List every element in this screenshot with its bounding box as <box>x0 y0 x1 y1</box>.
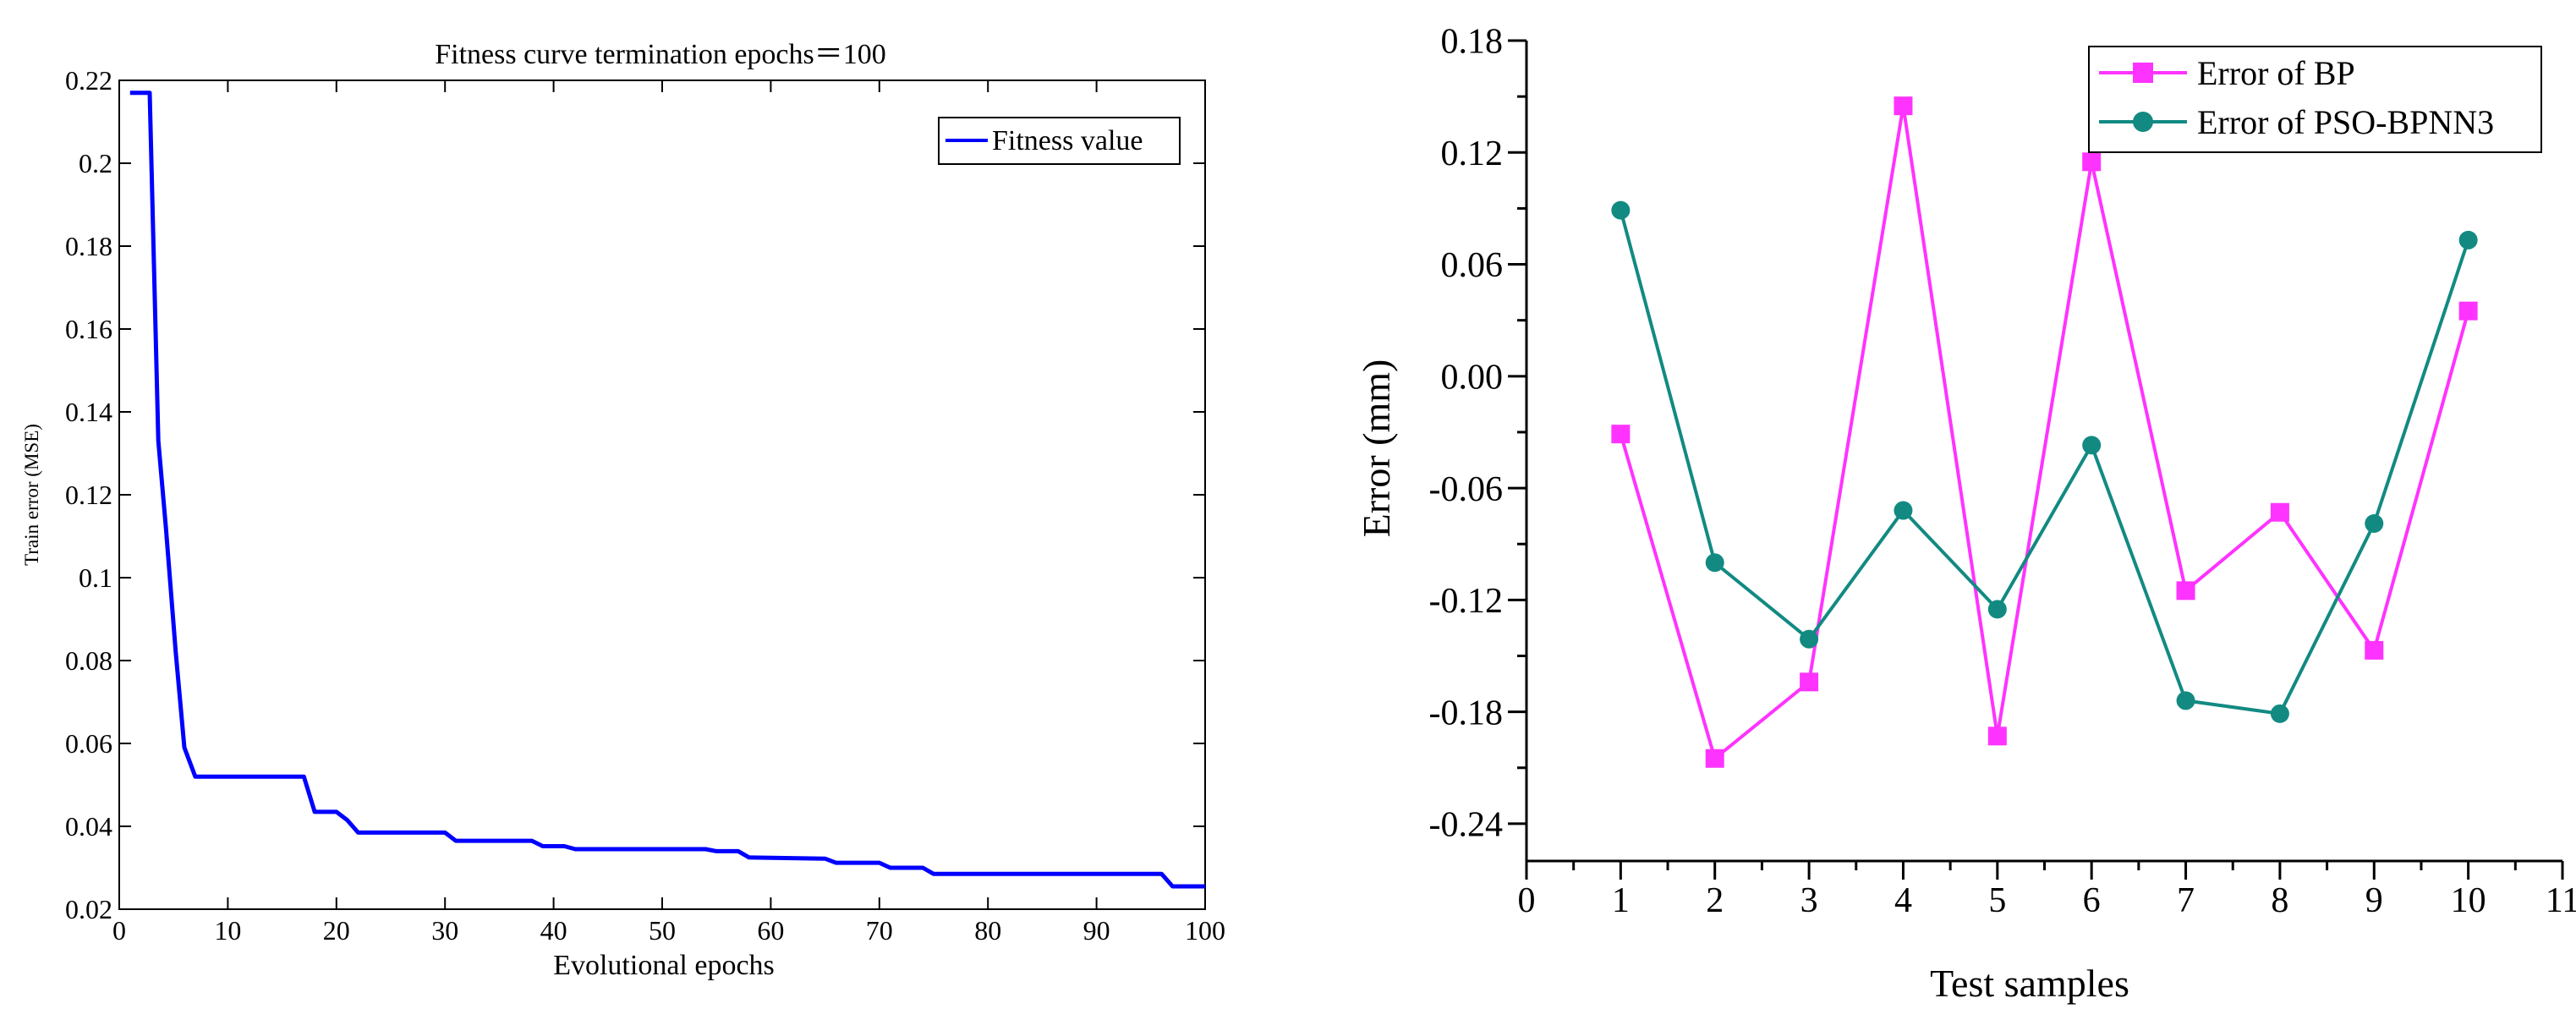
fitness-x-tick-label: 60 <box>757 915 784 946</box>
error-bp-point <box>2176 581 2195 601</box>
fitness-chart: Fitness curve termination epochs＝100 0 10… <box>21 39 1225 981</box>
error-bp-point <box>1800 672 1819 692</box>
fitness-x-tick-label: 30 <box>431 915 458 946</box>
fitness-x-axis-label: Evolutional epochs <box>553 950 775 981</box>
error-bp-point <box>1705 749 1724 768</box>
fitness-y-tick-label: 0.2 <box>79 148 112 178</box>
fitness-y-tick-label: 0.08 <box>65 645 112 676</box>
error-y-tick-label: 0.00 <box>1441 359 1504 398</box>
error-x-tick-label: 11 <box>2546 881 2576 920</box>
fitness-y-tick-label: 0.22 <box>65 65 112 96</box>
error-y-tick-label: -0.12 <box>1429 582 1504 621</box>
error-legend-pso-marker <box>2133 112 2153 132</box>
fitness-y-tick-label: 0.02 <box>65 894 112 924</box>
fitness-x-tick-label: 20 <box>323 915 350 946</box>
error-y-axis-label: Error (mm) <box>1355 359 1398 538</box>
error-x-tick-label: 8 <box>2271 881 2288 920</box>
error-bp-point <box>1894 96 1913 116</box>
error-series-0-line <box>1619 104 2470 760</box>
error-y-tick-label: -0.18 <box>1429 694 1504 732</box>
error-plot-area: 0 1 2 3 4 5 6 7 8 9 10 11 -0.24 -0.18 -0.12 -0.06 0.00 0.… <box>1429 23 2576 920</box>
fitness-chart-title: Fitness curve termination epochs＝100 <box>435 39 886 70</box>
fitness-plot-area: 0 10 20 30 40 50 60 70 80 90 100 0.02 0.04 0.06 0.08 0.… <box>65 65 1225 946</box>
fitness-legend-label: Fitness value <box>992 125 1143 156</box>
error-y-tick-label: -0.06 <box>1429 470 1504 509</box>
error-pso-point <box>1800 629 1819 649</box>
fitness-x-tick-label: 90 <box>1083 915 1110 946</box>
fitness-x-tick-label: 80 <box>974 915 1001 946</box>
error-pso-point <box>1705 553 1724 573</box>
error-x-tick-label: 5 <box>1988 881 2006 920</box>
fitness-y-tick-label: 0.18 <box>65 231 112 261</box>
error-x-tick-label: 10 <box>2451 881 2486 920</box>
fitness-legend: Fitness value <box>938 117 1181 165</box>
error-pso-point <box>1894 501 1913 520</box>
fitness-y-tick-label: 0.1 <box>79 562 112 593</box>
error-pso-point <box>2270 704 2289 723</box>
error-pso-point <box>2365 513 2384 533</box>
error-legend-bp-marker <box>2133 63 2153 83</box>
error-x-tick-label: 2 <box>1706 881 1724 920</box>
fitness-y-axis-label: Train error (MSE) <box>21 424 42 566</box>
error-pso-point <box>1611 200 1631 220</box>
error-legend-pso-label: Error of PSO-BPNN3 <box>2197 103 2494 141</box>
fitness-x-tick-label: 10 <box>214 915 241 946</box>
fitness-y-tick-label: 0.06 <box>65 728 112 759</box>
error-x-tick-label: 6 <box>2083 881 2101 920</box>
error-x-tick-label: 0 <box>1518 881 1536 920</box>
fitness-x-tick-label: 50 <box>649 915 676 946</box>
fitness-y-tick-label: 0.14 <box>65 397 112 427</box>
fitness-x-tick-label: 100 <box>1185 915 1225 946</box>
error-legend-box <box>2088 46 2542 153</box>
error-chart: 0 1 2 3 4 5 6 7 8 9 10 11 -0.24 -0.18 -0.12 -0.06 0.00 0.… <box>1355 23 2576 1005</box>
error-x-tick-label: 9 <box>2365 881 2383 920</box>
error-bp-point <box>1987 727 2007 746</box>
error-bp-point <box>1611 425 1631 444</box>
error-pso-point <box>2458 230 2478 250</box>
error-bp-point <box>2458 301 2478 321</box>
fitness-x-tick-label: 40 <box>540 915 567 946</box>
fitness-y-tick-label: 0.12 <box>65 480 112 510</box>
error-x-tick-label: 1 <box>1612 881 1630 920</box>
error-bp-point <box>2082 152 2102 172</box>
error-x-tick-label: 3 <box>1800 881 1818 920</box>
error-y-tick-label: 0.18 <box>1441 23 1504 62</box>
error-series-1-line <box>1619 210 2470 716</box>
fitness-series-0-line <box>129 90 1205 889</box>
error-x-axis-label: Test samples <box>1930 962 2129 1005</box>
error-y-tick-label: 0.06 <box>1441 246 1504 285</box>
error-x-tick-label: 7 <box>2177 881 2195 920</box>
error-pso-point <box>1987 600 2007 619</box>
error-x-tick-label: 4 <box>1894 881 1912 920</box>
fitness-y-tick-label: 0.04 <box>65 811 112 842</box>
error-pso-point <box>2082 436 2102 455</box>
error-y-tick-label: -0.24 <box>1429 806 1504 845</box>
error-bp-point <box>2365 640 2384 660</box>
fitness-y-tick-label: 0.16 <box>65 314 112 344</box>
error-legend: Error of BP Error of PSO-BPNN3 <box>2088 46 2542 153</box>
error-bp-point <box>2270 502 2289 522</box>
error-legend-bp-label: Error of BP <box>2197 54 2355 92</box>
error-y-tick-label: 0.12 <box>1441 134 1504 173</box>
fitness-x-tick-label: 0 <box>112 915 126 946</box>
fitness-x-tick-label: 70 <box>866 915 893 946</box>
error-pso-point <box>2176 691 2195 710</box>
